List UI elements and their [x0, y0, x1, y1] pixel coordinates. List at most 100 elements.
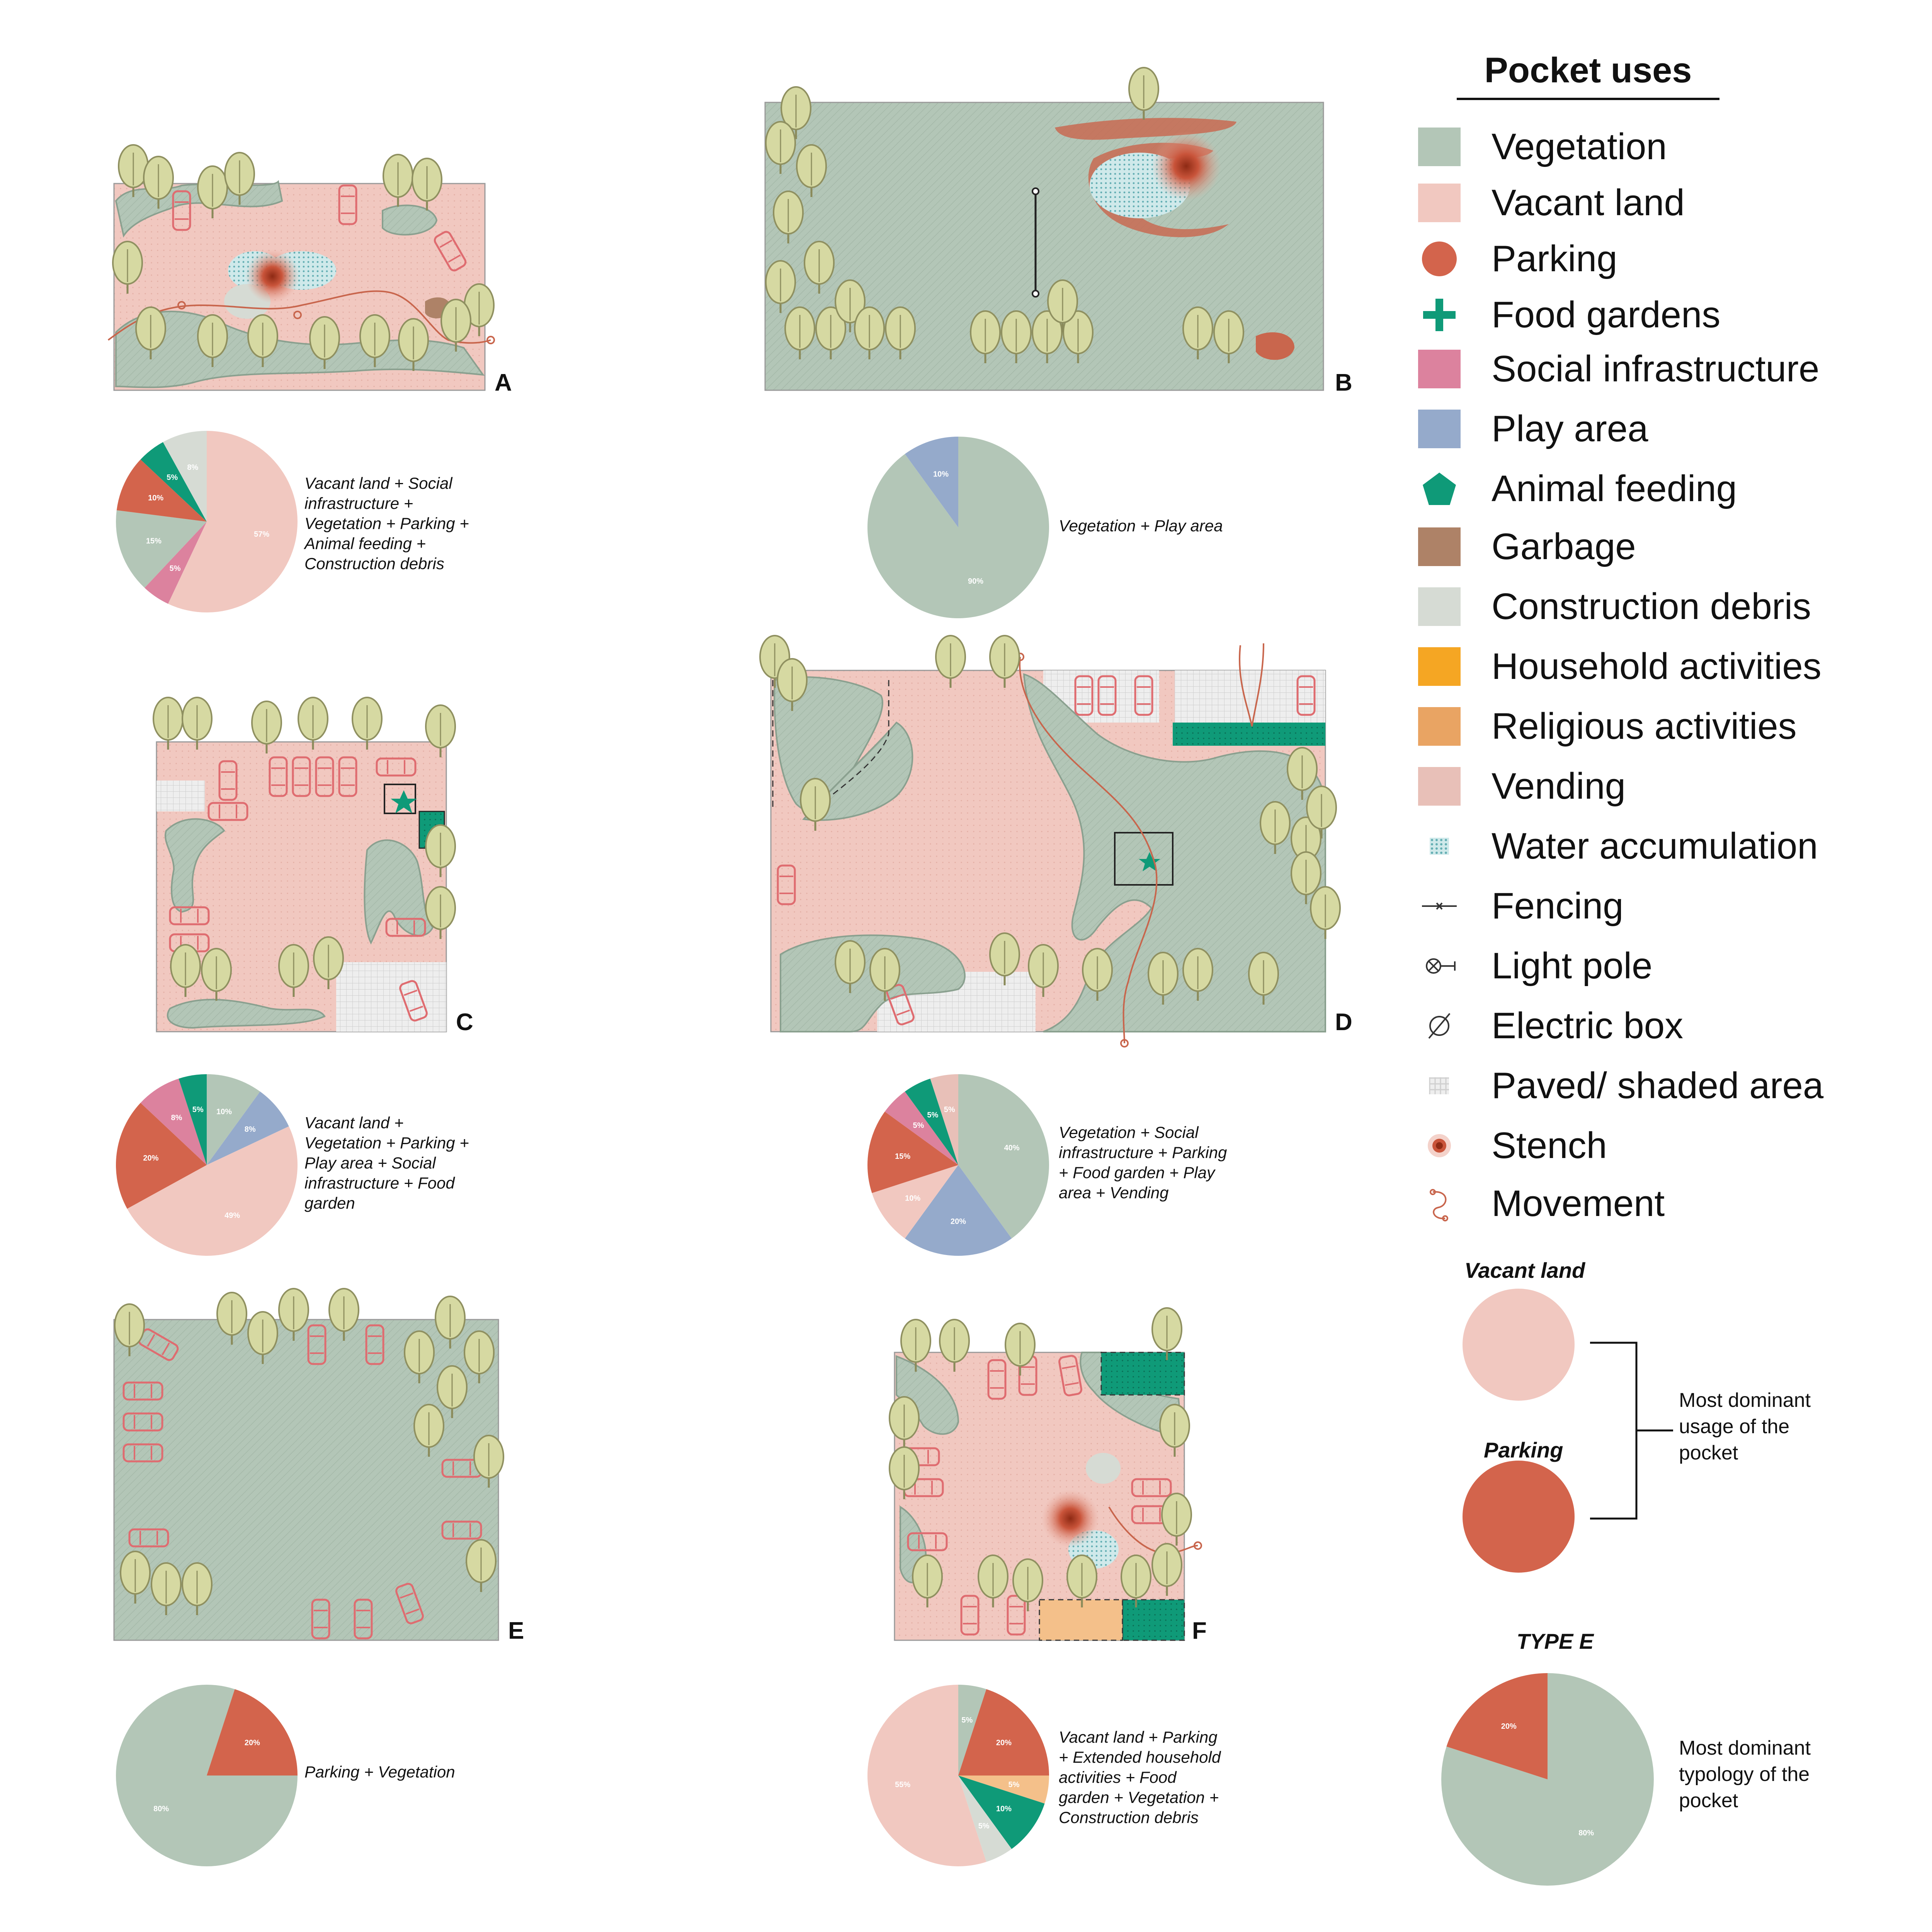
legend-bracket [1590, 1342, 1673, 1520]
pie-slice-construction-debris [958, 1776, 1012, 1862]
pie-slice-parking [116, 1103, 207, 1209]
panel-letter-e: E [508, 1617, 524, 1644]
pie-slice-vegetation [958, 1074, 1049, 1239]
pie-slice-parking [1446, 1673, 1548, 1779]
pie-slice-vegetation [958, 1685, 986, 1776]
legend-item-label: Light pole [1492, 945, 1653, 986]
type-key-note: Most dominant typology of the pocket [1679, 1737, 1811, 1812]
pie-slice-social-infrastructure [884, 1091, 958, 1165]
pie-slice-vegetation [207, 1074, 260, 1165]
legend-item-label: Movement [1492, 1183, 1665, 1224]
pie-caption-a: Vacant land + Social infrastructure + Vege… [304, 474, 469, 573]
legend-item-label: Play area [1492, 408, 1648, 449]
dominant-usage-note: Most dominant usage of the pocket [1679, 1389, 1811, 1464]
legend-item-household-activities: Household activities [1406, 643, 1932, 690]
parking-dot-icon [1422, 242, 1457, 276]
legend-item-label: Paved/ shaded area [1492, 1065, 1824, 1106]
pie-slice-vegetation [116, 510, 207, 588]
pie-slice-play-area [905, 437, 958, 527]
pie-slice-label: 20% [996, 1738, 1012, 1747]
pie-slice-label: 8% [171, 1114, 182, 1122]
legend-item-electric-box: Electric box [1406, 1003, 1932, 1049]
pie-slice-label: 15% [146, 537, 162, 545]
pie-caption-c: Vacant land + Vegetation + Parking + Play … [304, 1114, 469, 1212]
pie-slice-label: 5% [927, 1111, 938, 1119]
pie-slice-label: 57% [254, 530, 269, 539]
paved-grid-icon [1429, 1077, 1449, 1094]
pie-slice-label: 10% [216, 1107, 232, 1116]
pie-slice-label: 10% [148, 494, 163, 502]
legend-item-vacant-land: Vacant land [1406, 180, 1932, 226]
legend-item-construction-debris: Construction debris [1406, 583, 1932, 630]
panel-letter-c: C [456, 1009, 473, 1036]
religious-activities-swatch-icon [1418, 707, 1461, 746]
fence-icon [1422, 902, 1457, 910]
legend-item-water-accumulation: Water accumulation [1406, 823, 1932, 869]
legend-item-movement: Movement [1406, 1180, 1932, 1227]
pie-slice-label: 5% [961, 1716, 973, 1725]
pie-slice-label: 5% [192, 1105, 204, 1114]
pie-slice-construction-debris [163, 431, 207, 522]
pie-slice-vacant-land [127, 1126, 298, 1256]
legend-item-label: Social infrastructure [1492, 348, 1820, 389]
pentagon-icon [1423, 473, 1456, 505]
dominant-parking-circle [1463, 1461, 1575, 1573]
legend-item-label: Water accumulation [1492, 825, 1818, 867]
map-panel-a [107, 145, 495, 391]
panel-letter-a: A [495, 369, 512, 396]
legend-item-paved-shaded-area: Paved/ shaded area [1406, 1063, 1932, 1109]
dominant-vacant-circle [1463, 1289, 1575, 1401]
legend-item-vending: Vending [1406, 763, 1932, 810]
garbage-swatch-icon [1418, 527, 1461, 566]
legend-item-label: Fencing [1492, 885, 1624, 927]
map-panel-c [153, 697, 455, 1032]
pie-caption-f: Vacant land + Parking + Extended househol… [1059, 1728, 1221, 1827]
legend-item-parking: Parking [1406, 236, 1932, 282]
pie-slice-parking [958, 1689, 1049, 1776]
panel-letter-f: F [1192, 1617, 1207, 1644]
legend-item-label: Vacant land [1492, 182, 1685, 223]
stench-icon [1428, 1134, 1451, 1157]
pie-slice-label: 80% [1578, 1829, 1594, 1837]
dominant-vacant-label: Vacant land [1464, 1258, 1585, 1282]
pie-slice-label: 80% [153, 1805, 169, 1813]
pie-chart-e: 80% 20% [116, 1685, 298, 1866]
legend-item-label: Animal feeding [1492, 468, 1737, 509]
pie-chart-f: 5% 20% 5% 10% 5% 55% [867, 1684, 1049, 1866]
map-panel-b [764, 68, 1324, 391]
pie-slice-label: 5% [978, 1822, 990, 1830]
vacant-land-swatch-icon [1418, 184, 1461, 222]
pie-caption-e: Parking + Vegetation [304, 1763, 455, 1781]
panel-letter-d: D [1335, 1009, 1352, 1036]
pie-slice-play-area [207, 1091, 289, 1165]
legend-item-label: Religious activities [1492, 706, 1797, 747]
pie-slice-label: 20% [1501, 1722, 1517, 1731]
legend-item-play-area: Play area [1406, 406, 1932, 452]
pie-slice-label: 5% [944, 1105, 955, 1114]
pie-slice-social-infrastructure [145, 522, 207, 604]
map-panel-f [889, 1308, 1202, 1641]
pie-slice-label: 49% [224, 1211, 240, 1220]
play-area-swatch-icon [1418, 410, 1461, 448]
pie-slice-label: 5% [1008, 1781, 1019, 1789]
pie-slice-label: 5% [913, 1121, 924, 1130]
dominant-parking-label: Parking [1484, 1438, 1563, 1462]
legend-divider [1457, 98, 1719, 100]
legend-item-light-pole: Light pole [1406, 943, 1932, 989]
pie-slice-social-infrastructure [140, 1078, 207, 1165]
water-dots-icon [1430, 838, 1449, 855]
legend-item-label: Stench [1492, 1125, 1607, 1166]
light-pole-icon [1426, 958, 1456, 974]
legend-item-garbage: Garbage [1406, 524, 1932, 570]
pie-slice-label: 10% [996, 1805, 1012, 1813]
pie-slice-label: 20% [245, 1738, 260, 1747]
legend-item-label: Electric box [1492, 1005, 1684, 1046]
legend-item-label: Vegetation [1492, 126, 1667, 167]
pie-slice-play-area [905, 1165, 1012, 1256]
pie-slice-label: 10% [905, 1194, 920, 1203]
legend-item-label: Vending [1492, 765, 1626, 807]
pie-slice-label: 5% [170, 565, 181, 573]
pie-slice-parking [207, 1689, 298, 1776]
legend-item-fencing: Fencing [1406, 883, 1932, 929]
legend-item-label: Household activities [1492, 646, 1821, 687]
